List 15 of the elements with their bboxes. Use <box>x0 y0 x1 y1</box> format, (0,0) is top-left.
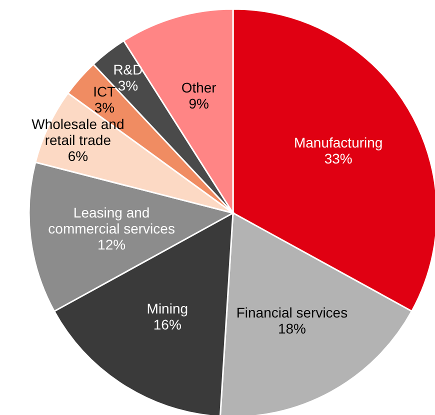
data-label: 12% <box>98 236 126 252</box>
slice-label: Manufacturing <box>294 134 383 151</box>
slice-label: Wholesale and retail trade <box>32 116 124 148</box>
data-label: 3% <box>94 100 115 116</box>
data-label: 9% <box>188 95 209 112</box>
data-label: 18% <box>278 320 306 336</box>
slice-label: Other <box>181 79 217 96</box>
slice-label: ICT <box>93 84 116 100</box>
data-label: 6% <box>68 148 88 164</box>
data-label: 33% <box>324 150 352 167</box>
slice-label: Financial services <box>236 304 348 320</box>
slice-label: Mining <box>146 300 188 316</box>
data-label: 3% <box>118 78 138 94</box>
data-label: 16% <box>153 316 182 332</box>
slice-label: Leasing and commercial services <box>48 204 175 236</box>
